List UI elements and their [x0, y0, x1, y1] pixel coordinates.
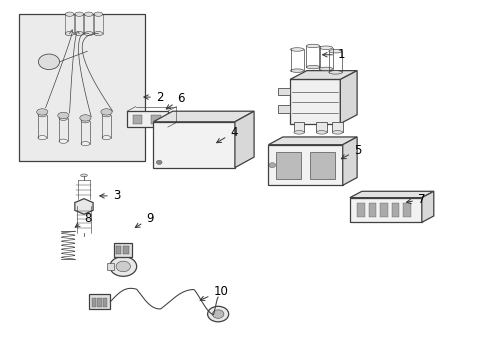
Bar [391, 203, 398, 217]
Ellipse shape [38, 113, 46, 117]
Bar [123, 246, 129, 254]
Text: 4: 4 [216, 126, 237, 143]
Polygon shape [289, 80, 340, 123]
Ellipse shape [81, 118, 89, 123]
Bar [309, 153, 334, 179]
Bar [275, 153, 300, 179]
Ellipse shape [65, 12, 74, 16]
Ellipse shape [293, 131, 304, 134]
Polygon shape [340, 71, 356, 123]
Bar [151, 115, 160, 123]
Bar [278, 87, 289, 95]
Bar [268, 145, 342, 185]
Ellipse shape [319, 46, 332, 49]
Bar [19, 14, 144, 161]
Text: 10: 10 [200, 285, 228, 301]
Ellipse shape [38, 136, 46, 140]
Ellipse shape [81, 141, 89, 146]
Ellipse shape [58, 112, 69, 118]
Polygon shape [421, 191, 433, 222]
Ellipse shape [65, 31, 74, 36]
Text: 1: 1 [322, 48, 345, 61]
Bar [115, 246, 121, 254]
Text: 5: 5 [341, 144, 361, 159]
Circle shape [268, 163, 275, 168]
Polygon shape [268, 137, 356, 145]
Polygon shape [75, 199, 93, 214]
Ellipse shape [102, 113, 111, 117]
Text: 2: 2 [143, 91, 163, 104]
Ellipse shape [316, 131, 326, 134]
Ellipse shape [59, 116, 67, 120]
Bar [349, 198, 421, 222]
Circle shape [110, 257, 137, 276]
Bar [402, 203, 410, 217]
Bar [368, 203, 375, 217]
Bar [89, 294, 110, 310]
Bar [113, 243, 132, 257]
Bar [278, 105, 289, 113]
Bar [379, 203, 387, 217]
Polygon shape [153, 111, 254, 122]
Bar [316, 122, 326, 132]
Ellipse shape [305, 66, 319, 69]
Text: 8: 8 [75, 212, 91, 227]
Ellipse shape [80, 115, 91, 121]
Bar [153, 122, 234, 168]
Polygon shape [234, 111, 254, 168]
Bar [91, 298, 96, 307]
Circle shape [156, 160, 162, 165]
Bar [97, 298, 102, 307]
Ellipse shape [94, 12, 102, 16]
Ellipse shape [102, 136, 111, 140]
Text: 7: 7 [406, 193, 425, 206]
Circle shape [39, 54, 60, 69]
Text: 6: 6 [166, 93, 184, 109]
Ellipse shape [84, 31, 93, 36]
Ellipse shape [75, 31, 83, 36]
Ellipse shape [305, 44, 319, 48]
Ellipse shape [290, 69, 304, 72]
Ellipse shape [84, 12, 93, 16]
Ellipse shape [94, 31, 102, 36]
Ellipse shape [328, 71, 342, 74]
Polygon shape [289, 71, 356, 80]
Ellipse shape [328, 49, 342, 53]
Bar [293, 122, 304, 132]
Bar [133, 115, 142, 123]
Ellipse shape [59, 139, 67, 143]
Text: 9: 9 [135, 212, 153, 228]
Ellipse shape [81, 174, 87, 177]
Bar [331, 122, 342, 132]
Circle shape [212, 310, 224, 318]
Ellipse shape [319, 67, 332, 71]
Ellipse shape [37, 109, 48, 115]
Circle shape [116, 261, 130, 272]
Ellipse shape [331, 131, 342, 134]
Ellipse shape [290, 48, 304, 51]
Polygon shape [107, 263, 113, 270]
Polygon shape [349, 191, 433, 198]
Text: 3: 3 [100, 189, 120, 202]
Polygon shape [342, 137, 356, 185]
Bar [356, 203, 364, 217]
Bar [103, 298, 107, 307]
Ellipse shape [101, 109, 112, 115]
Bar [127, 111, 167, 127]
Ellipse shape [75, 12, 83, 16]
Circle shape [207, 306, 228, 322]
